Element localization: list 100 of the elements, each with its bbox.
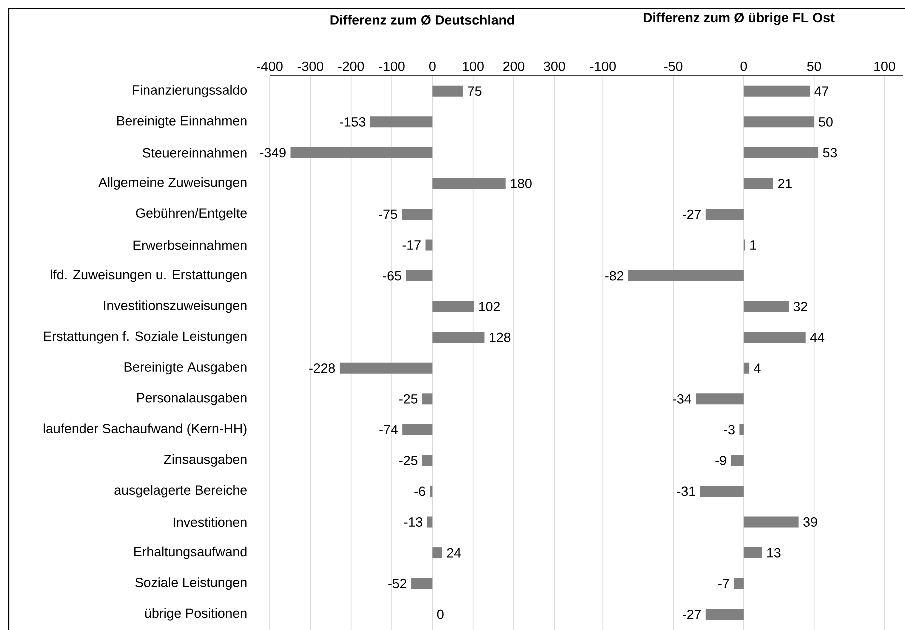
bar [628, 270, 744, 282]
bar [432, 86, 464, 97]
y-tick-label: Erhaltungsaufwand [134, 546, 247, 560]
data-label: -13 [404, 518, 423, 527]
data-label: 50 [819, 117, 833, 127]
data-label: 102 [479, 302, 500, 312]
data-label: -9 [716, 456, 726, 466]
x-tick-label: -50 [664, 62, 683, 72]
data-label: 13 [768, 548, 781, 558]
bar [744, 548, 762, 559]
data-label: -7 [718, 579, 730, 588]
data-label: -74 [380, 425, 398, 435]
bar [412, 578, 433, 590]
data-label: -31 [677, 486, 696, 496]
y-tick-label: lfd. Zuweisungen u. Erstattungen [51, 270, 247, 282]
data-label: 21 [778, 179, 792, 188]
data-label: -153 [340, 117, 366, 127]
bar [700, 486, 744, 497]
y-tick-label: Investitionszuweisungen [104, 300, 247, 314]
data-label: 24 [447, 548, 462, 558]
y-tick-label: ausgelagerte Bereiche [114, 485, 247, 498]
data-label: -75 [379, 210, 398, 220]
bar [744, 116, 814, 128]
bar [432, 178, 506, 190]
bar [744, 147, 819, 158]
bar [731, 455, 744, 466]
x-tick-label: 50 [807, 62, 822, 72]
bar [432, 548, 442, 559]
chart-title: Differenz zum Ø übrige FL Ost [644, 12, 835, 26]
y-tick-label: laufender Sachaufwand (Kern-HH) [44, 424, 247, 436]
bar [402, 208, 433, 220]
x-tick-label: 0 [429, 62, 436, 72]
x-tick-label: -400 [257, 62, 283, 72]
data-label: 75 [468, 86, 482, 96]
x-tick-label: -100 [379, 62, 405, 72]
bar [734, 578, 744, 590]
data-label: 44 [810, 333, 825, 342]
y-tick-label: Erwerbseinnahmen [134, 240, 247, 250]
data-label: -34 [673, 394, 692, 404]
bar [744, 332, 806, 344]
y-tick-label: Steuereinnahmen [142, 148, 247, 158]
y-tick-label: Erstattungen f. Soziale Leistungen [44, 331, 247, 344]
y-tick-label: Bereinigte Einnahmen [117, 116, 247, 128]
data-label: 4 [754, 364, 761, 373]
bar [406, 270, 433, 282]
bar [432, 332, 485, 344]
x-tick-label: -100 [590, 62, 616, 72]
data-label: -25 [400, 394, 418, 404]
data-label: -6 [414, 486, 426, 496]
data-label: -65 [383, 271, 402, 281]
data-label: 180 [511, 179, 532, 188]
data-label: 39 [804, 518, 818, 527]
bar [427, 516, 433, 528]
x-tick-label: 0 [740, 62, 748, 72]
data-label: -25 [400, 456, 418, 466]
data-label: -27 [682, 610, 701, 620]
bar [340, 362, 433, 374]
bar [706, 609, 744, 620]
bar [706, 208, 744, 220]
y-tick-label: Zinsausgaben [164, 454, 247, 467]
bar [744, 362, 750, 374]
data-label: 128 [490, 332, 511, 342]
bar [744, 178, 774, 190]
data-label: -52 [388, 579, 407, 589]
x-tick-label: -200 [338, 62, 364, 72]
data-label: 53 [823, 148, 838, 158]
y-tick-label: übrige Positionen [145, 608, 247, 621]
x-tick-label: -300 [298, 62, 324, 72]
bar [290, 147, 433, 158]
y-tick-label: Allgemeine Zuweisungen [98, 178, 247, 190]
bar [430, 486, 433, 497]
y-tick-label: Soziale Leistungen [136, 578, 247, 590]
data-label: 0 [437, 610, 444, 620]
bar [422, 455, 433, 466]
y-tick-label: Finanzierungssaldo [133, 85, 248, 98]
data-label: -17 [402, 240, 421, 250]
x-tick-label: 100 [463, 62, 484, 72]
y-tick-label: Bereinigte Ausgaben [124, 362, 247, 375]
x-tick-label: 300 [544, 62, 566, 72]
bar [432, 301, 474, 312]
bar [696, 394, 744, 405]
bar [422, 394, 433, 405]
y-tick-label: Gebühren/Entgelte [136, 208, 247, 221]
data-label: 32 [794, 302, 808, 312]
bar [426, 240, 433, 251]
data-label: -27 [682, 210, 701, 220]
chart-title: Differenz zum Ø Deutschland [330, 15, 514, 26]
x-tick-label: 100 [874, 62, 896, 72]
bar [740, 424, 744, 436]
x-tick-label: 200 [504, 62, 525, 72]
y-tick-label: Personalausgaben [137, 392, 247, 406]
data-label: -228 [310, 364, 336, 374]
bar [402, 424, 433, 436]
bar [744, 86, 810, 97]
bar [744, 516, 799, 528]
data-label: -349 [260, 148, 286, 158]
data-label: 47 [814, 86, 829, 96]
data-label: 1 [750, 240, 756, 250]
y-tick-label: Investitionen [174, 517, 247, 528]
bar [744, 301, 789, 312]
